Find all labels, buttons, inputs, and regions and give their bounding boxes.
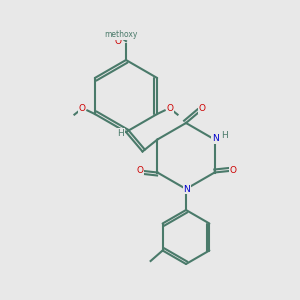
Text: methoxy: methoxy [104, 30, 138, 39]
Text: O: O [198, 104, 206, 113]
Text: H: H [221, 131, 228, 140]
Text: N: N [183, 184, 190, 194]
Text: O: O [230, 166, 237, 175]
Text: H: H [117, 129, 124, 138]
Text: N: N [212, 134, 219, 143]
Text: O: O [136, 166, 143, 175]
Text: O: O [114, 37, 121, 46]
Text: O: O [78, 104, 85, 113]
Text: O: O [167, 104, 174, 113]
